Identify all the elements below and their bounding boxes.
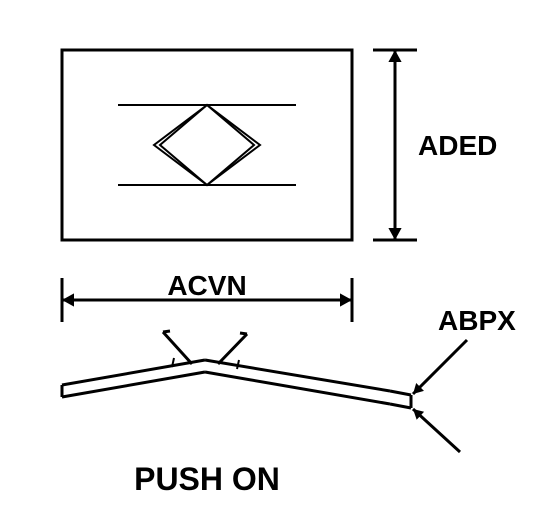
aded-label: ADED — [418, 130, 497, 161]
prong-dash-right — [237, 360, 239, 369]
diamond-inner — [160, 105, 254, 185]
aded-arrow-top — [388, 50, 401, 62]
abpx-upper-line — [413, 340, 467, 394]
diamond-outer — [154, 105, 260, 185]
plate-left-outer — [62, 360, 205, 385]
acvn-label: ACVN — [167, 270, 246, 301]
prong-right — [218, 334, 247, 364]
prong-right-tip — [240, 333, 247, 334]
acvn-arrow-left — [62, 293, 74, 306]
caption-label: PUSH ON — [134, 461, 280, 497]
prong-left-tip — [163, 331, 170, 332]
top-view-rect — [62, 50, 352, 240]
acvn-arrow-right — [340, 293, 352, 306]
plate-left-inner — [62, 372, 205, 397]
abpx-label: ABPX — [438, 305, 516, 336]
plate-gap-top — [390, 391, 411, 395]
plate-gap-bottom — [390, 404, 411, 408]
prong-left — [163, 332, 192, 364]
aded-arrow-bot — [388, 228, 401, 240]
